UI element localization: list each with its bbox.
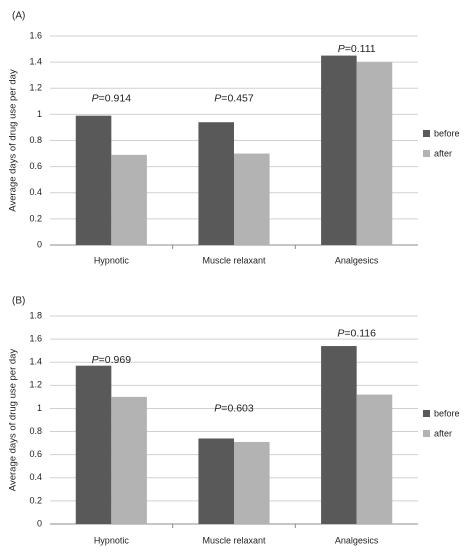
legend-label-before: before <box>434 128 460 138</box>
y-tick-label: 0.4 <box>29 472 42 482</box>
chart-panel-b: (B) 0 0.2 0.4 0.6 0.8 1 1.2 1.4 1.6 1.8 Average day… <box>8 296 460 546</box>
y-tick-label: 1 <box>37 403 42 413</box>
panel-label: (B) <box>12 296 25 307</box>
legend-swatch-after <box>423 430 430 437</box>
bar-after-muscle-relaxant <box>234 441 270 524</box>
bar-before-muscle-relaxant <box>198 122 234 245</box>
p-symbol: P <box>92 92 99 104</box>
p-separator: = <box>345 43 351 55</box>
p-separator: = <box>221 402 227 414</box>
legend-swatch-before <box>423 130 430 137</box>
p-value: 0.969 <box>105 354 131 366</box>
x-category-label: Analgesics <box>335 255 379 265</box>
y-tick-label: 0.8 <box>29 135 42 145</box>
p-separator: = <box>99 354 105 366</box>
legend-label-after: after <box>434 428 452 438</box>
p-value-annotation: P=0.914 <box>92 92 132 104</box>
p-value: 0.116 <box>350 327 376 339</box>
p-value-annotation: P=0.603 <box>214 402 254 414</box>
legend-swatch-before <box>423 410 430 417</box>
x-category-label: Analgesics <box>335 535 379 545</box>
p-separator: = <box>99 92 105 104</box>
bar-after-hypnotic <box>111 154 147 245</box>
y-tick-label: 1.6 <box>29 333 42 343</box>
bar-before-muscle-relaxant <box>198 438 234 524</box>
y-tick-label: 0.8 <box>29 426 42 436</box>
x-category-label: Hypnotic <box>94 255 130 265</box>
p-symbol: P <box>214 402 221 414</box>
y-tick-label: 0 <box>37 518 42 528</box>
p-symbol: P <box>92 354 99 366</box>
panel-label: (A) <box>12 11 25 22</box>
bar-after-analgesics <box>356 62 393 245</box>
legend-swatch-after <box>423 150 430 157</box>
p-symbol: P <box>338 43 345 55</box>
y-tick-label: 0.2 <box>29 213 42 223</box>
bar-after-muscle-relaxant <box>234 153 270 245</box>
y-axis-label: Average days of drug use per day <box>8 349 19 492</box>
legend-label-after: after <box>434 148 452 158</box>
chart-panel-a: (A) 0 0.2 0.4 0.6 0.8 1 1.2 1.4 1.6 Average days o… <box>8 11 460 266</box>
x-category-label: Hypnotic <box>94 535 130 545</box>
y-tick-label: 1.2 <box>29 83 42 93</box>
y-tick-label: 0.4 <box>29 187 42 197</box>
y-axis-label: Average days of drug use per day <box>8 69 19 212</box>
x-category-label: Muscle relaxant <box>202 535 266 545</box>
p-value-annotation: P=0.457 <box>214 92 254 104</box>
p-value-annotation: P=0.969 <box>92 354 132 366</box>
y-tick-label: 0.6 <box>29 161 42 171</box>
p-value: 0.111 <box>351 43 376 55</box>
bar-before-hypnotic <box>75 365 112 524</box>
p-value-annotation: P=0.111 <box>338 43 376 55</box>
p-value: 0.457 <box>227 92 253 104</box>
bar-after-analgesics <box>356 394 393 524</box>
bar-before-analgesics <box>321 55 357 245</box>
y-tick-label: 1.6 <box>29 30 42 40</box>
y-tick-label: 1.8 <box>29 310 42 320</box>
y-tick-label: 0.2 <box>29 495 42 505</box>
y-tick-label: 1.2 <box>29 380 42 390</box>
bar-before-hypnotic <box>75 115 112 246</box>
p-separator: = <box>344 327 350 339</box>
y-tick-label: 0.6 <box>29 449 42 459</box>
p-symbol: P <box>337 327 344 339</box>
p-value-annotation: P=0.116 <box>337 327 376 339</box>
p-value: 0.603 <box>227 402 253 414</box>
bar-after-hypnotic <box>111 396 147 524</box>
p-value: 0.914 <box>105 92 131 104</box>
y-tick-label: 0 <box>37 239 42 249</box>
bar-before-analgesics <box>321 346 357 524</box>
y-tick-label: 1.4 <box>29 57 42 67</box>
legend-label-before: before <box>434 408 460 418</box>
y-tick-label: 1.4 <box>29 357 42 367</box>
y-tick-label: 1 <box>37 109 42 119</box>
p-separator: = <box>221 92 227 104</box>
x-category-label: Muscle relaxant <box>202 255 266 265</box>
p-symbol: P <box>214 92 221 104</box>
